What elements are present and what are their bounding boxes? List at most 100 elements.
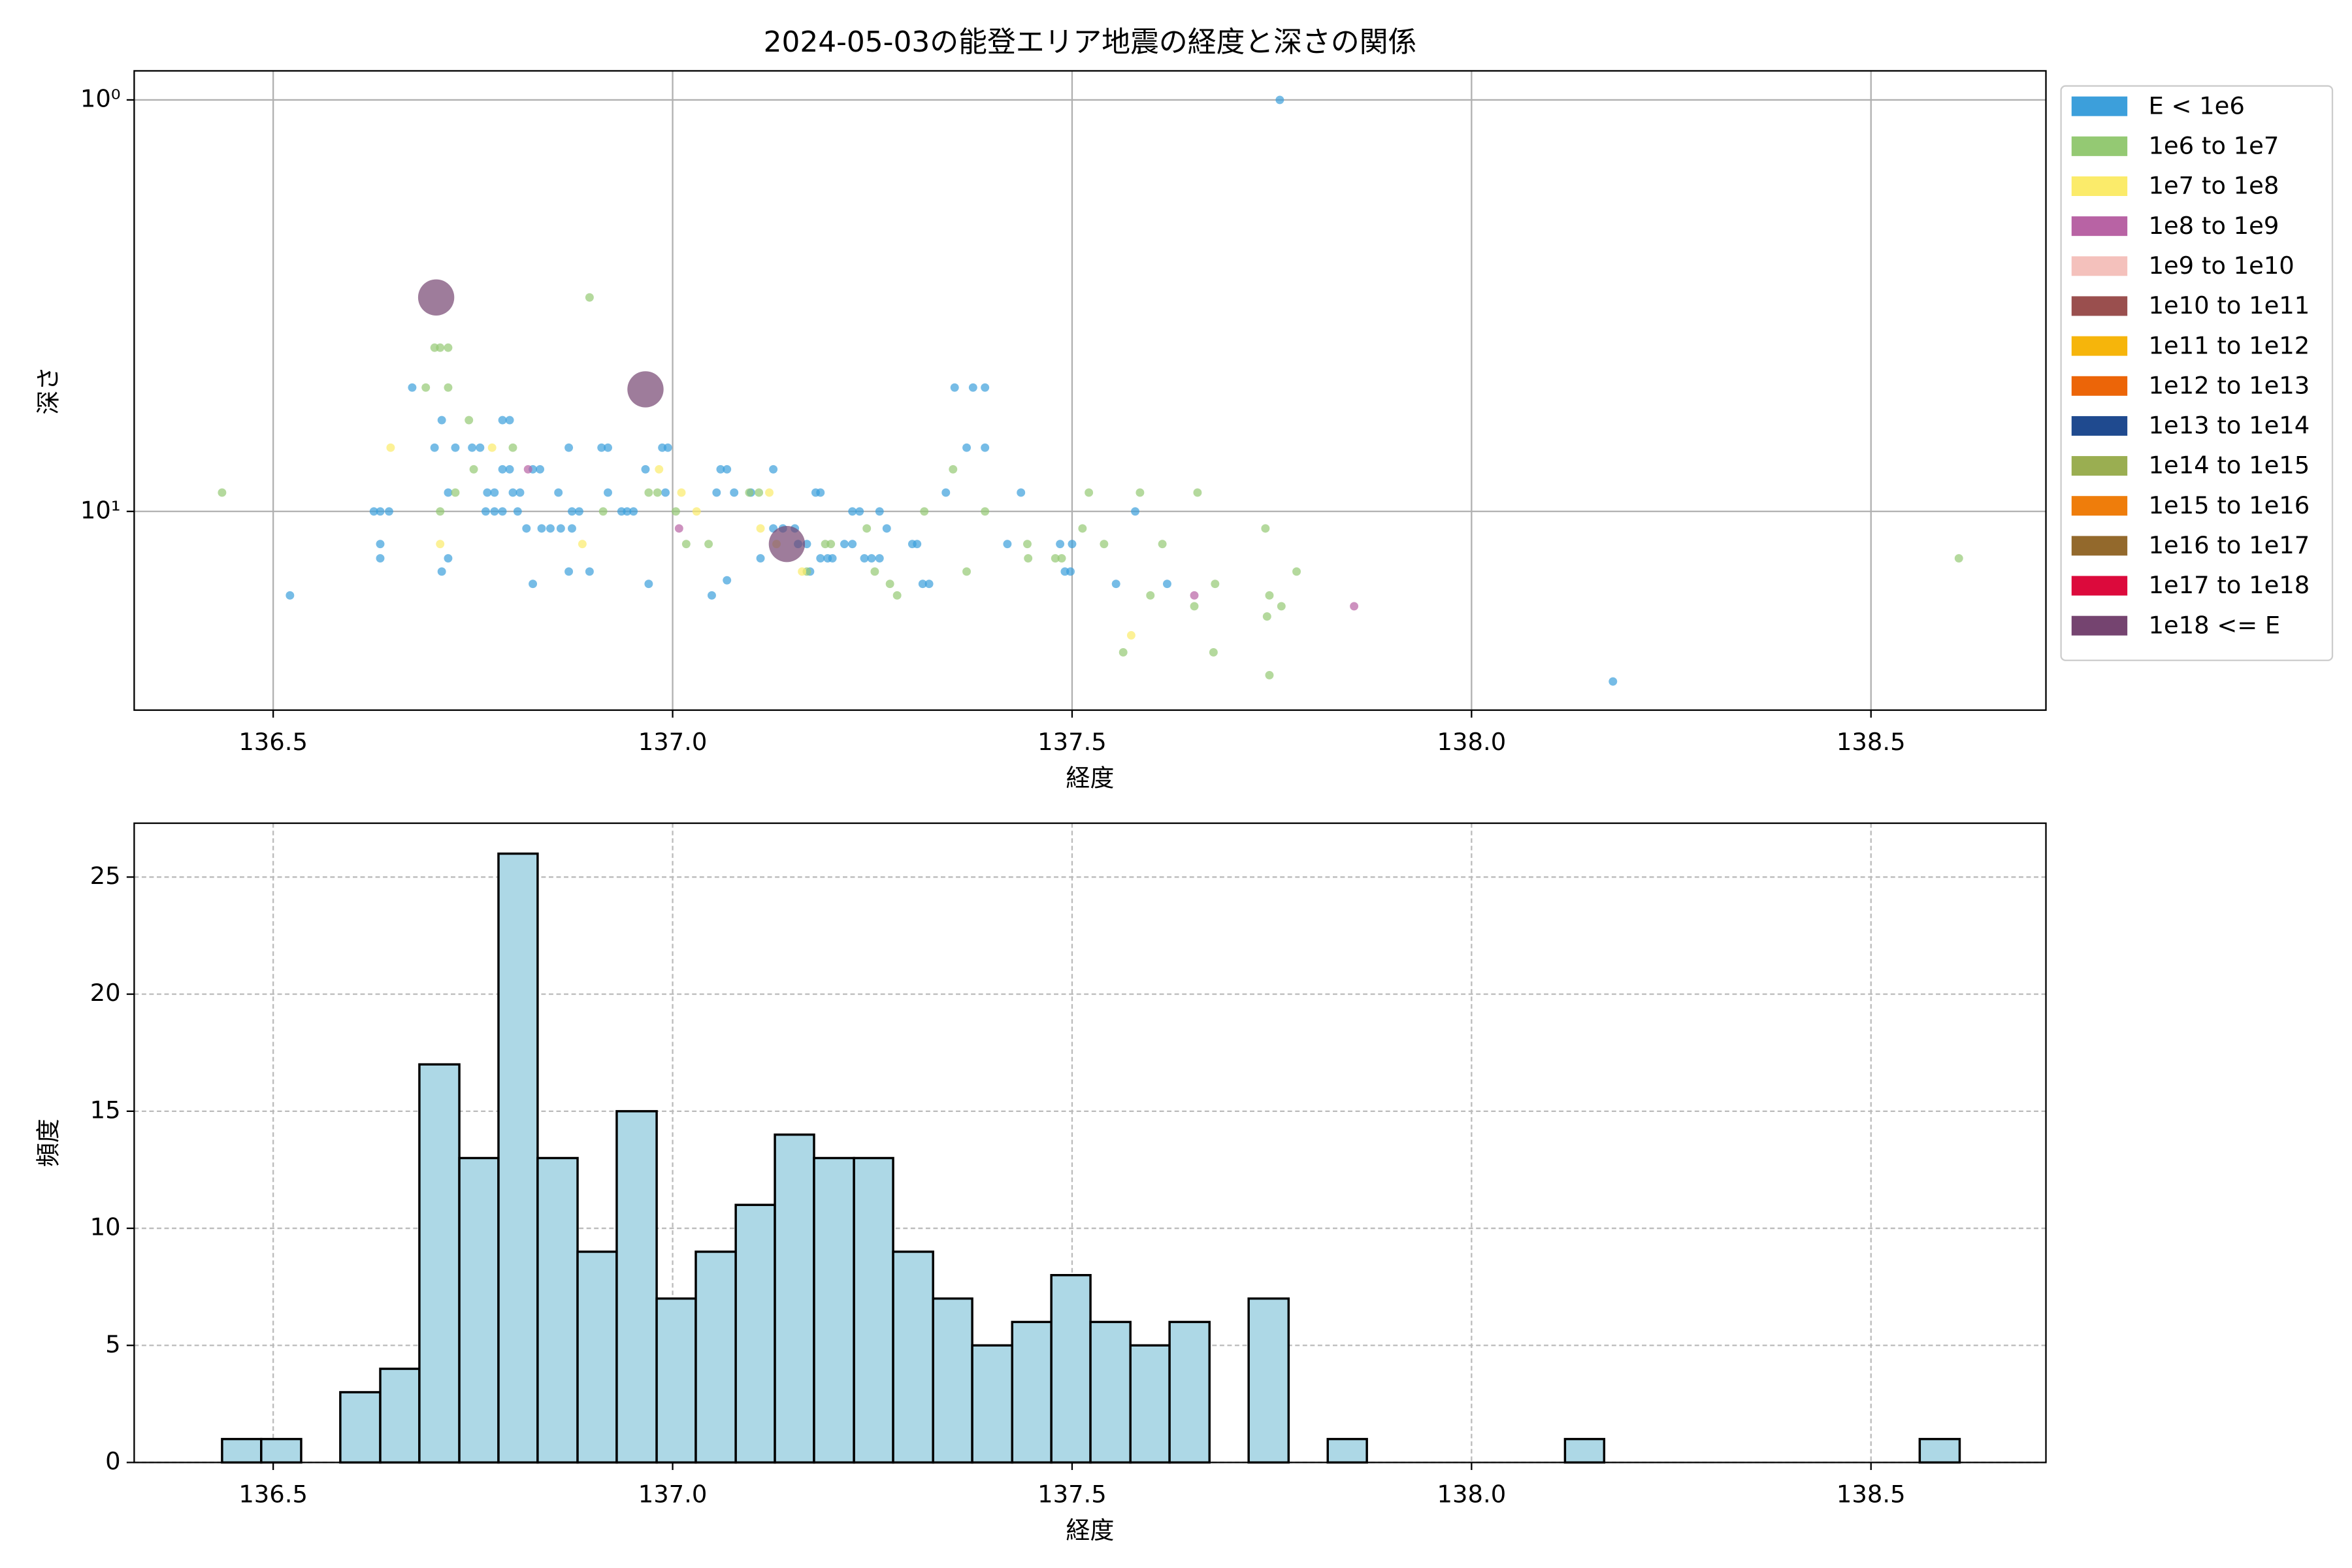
point (1265, 591, 1274, 600)
point (716, 465, 725, 474)
point (674, 524, 683, 533)
point (436, 507, 445, 516)
point (1003, 540, 1012, 549)
x-tick-label: 138.0 (1437, 1480, 1507, 1509)
point (828, 554, 837, 563)
legend-label: 1e14 to 1e15 (2148, 451, 2310, 480)
point (575, 507, 583, 516)
point (597, 443, 606, 452)
point (692, 507, 701, 516)
point (465, 416, 474, 425)
point (1078, 524, 1087, 533)
bar (576, 1250, 618, 1464)
legend-label: 1e9 to 1e10 (2148, 252, 2294, 280)
legend-label: 1e16 to 1e17 (2148, 531, 2310, 559)
bar (694, 1250, 737, 1464)
point (862, 524, 872, 533)
point (536, 465, 545, 474)
point (515, 488, 525, 497)
bar (458, 1156, 500, 1464)
point (437, 567, 446, 576)
bar (892, 1250, 934, 1464)
point (430, 443, 439, 452)
y-tick-label: 20 (90, 979, 121, 1007)
legend-swatch (2071, 296, 2128, 316)
point (765, 488, 774, 497)
bar (774, 1133, 815, 1464)
point (1100, 540, 1109, 549)
y-tick-label: 10⁰ (80, 84, 121, 112)
plot-frame (133, 70, 2047, 711)
point (1158, 540, 1167, 549)
point (386, 443, 395, 452)
point (1126, 630, 1135, 640)
point (924, 580, 934, 589)
legend-label: 1e12 to 1e13 (2148, 371, 2310, 399)
point (498, 465, 507, 474)
point (444, 383, 453, 392)
point (556, 524, 565, 533)
point (568, 524, 576, 533)
legend-swatch (2071, 176, 2128, 196)
point (913, 540, 922, 549)
bar (615, 1110, 658, 1464)
point (1163, 580, 1171, 589)
point (498, 507, 507, 516)
legend-swatch (2071, 216, 2128, 237)
point (1085, 488, 1094, 497)
point (641, 465, 650, 474)
x-tick-label: 136.5 (238, 728, 308, 756)
point (598, 507, 608, 516)
point (218, 488, 227, 497)
point (848, 507, 857, 516)
point (644, 580, 653, 589)
bar (418, 1063, 461, 1464)
point (1057, 554, 1066, 563)
point (1068, 540, 1077, 549)
point (436, 343, 445, 352)
point (723, 465, 732, 474)
point (875, 554, 884, 563)
bar (1050, 1274, 1092, 1464)
x-axis-label: 経度 (1066, 764, 1115, 792)
point (981, 507, 990, 516)
point (867, 554, 876, 563)
point (1190, 591, 1199, 600)
point (564, 443, 574, 452)
point (629, 507, 638, 516)
point (568, 507, 576, 516)
point (875, 507, 884, 516)
point (768, 525, 806, 563)
bar (1918, 1437, 1961, 1464)
legend-swatch (2071, 376, 2128, 396)
point (1131, 507, 1140, 516)
point (798, 567, 807, 576)
bar (379, 1367, 421, 1464)
point (444, 554, 453, 563)
bar (497, 852, 539, 1464)
point (627, 371, 664, 408)
plot-frame (133, 822, 2047, 1463)
point (490, 507, 499, 516)
bar (971, 1344, 1013, 1464)
point (1277, 602, 1286, 611)
legend-swatch (2071, 96, 2128, 116)
point (421, 383, 431, 392)
bar (655, 1297, 697, 1464)
legend-label: 1e10 to 1e11 (2148, 291, 2310, 319)
bar (260, 1437, 302, 1464)
point (816, 488, 825, 497)
point (848, 540, 857, 549)
point (882, 524, 891, 533)
point (826, 540, 836, 549)
legend-swatch (2071, 136, 2128, 156)
y-tick-label: 25 (90, 862, 121, 890)
point (1066, 567, 1075, 576)
point (286, 591, 295, 600)
point (529, 580, 538, 589)
bar (813, 1156, 855, 1464)
point (840, 540, 849, 549)
point (1954, 554, 1963, 563)
